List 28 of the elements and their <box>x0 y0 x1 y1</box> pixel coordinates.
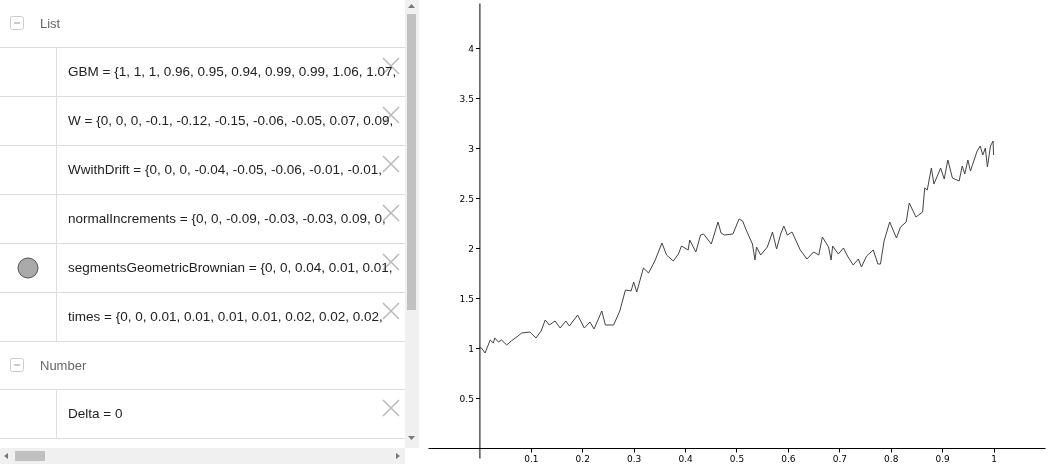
text: WwithDrift = {0, 0, 0, -0.04, -0.05, -0.06, -0.01, -0.01, <box>68 162 383 177</box>
x-tick-label: 0.6 <box>781 453 796 464</box>
text: W = {0, 0, 0, -0.1, -0.12, -0.15, -0.06, -0.05, 0.07, 0.09, <box>68 113 394 128</box>
text: segmentsGeometricBrownian = {0, 0, 0.04, 0.01, 0.01, <box>68 260 393 275</box>
y-tick-label: 3.5 <box>459 93 474 104</box>
x-tick-label: 0.5 <box>729 453 745 464</box>
x-tick-label: 0.8 <box>884 453 899 464</box>
x-tick-label: 0.3 <box>627 453 642 464</box>
x-tick-label: 0.1 <box>524 453 539 464</box>
x-tick-label: 1 <box>991 453 997 464</box>
line-series <box>478 140 995 354</box>
y-tick-label: 2.5 <box>459 193 474 204</box>
text: GBM = {1, 1, 1, 0.96, 0.95, 0.94, 0.99, 0.99, 1.06, 1.07, <box>68 64 397 79</box>
text: Delta = 0 <box>68 406 123 421</box>
x-tick-label: 0.9 <box>935 453 951 464</box>
y-tick-label: 3 <box>468 143 474 154</box>
x-tick-label: 0.2 <box>575 453 590 464</box>
text: times = {0, 0, 0.01, 0.01, 0.01, 0.01, 0.02, 0.02, 0.02, <box>68 309 383 324</box>
y-tick-label: 4 <box>468 43 475 54</box>
x-tick-label: 0.4 <box>678 453 694 464</box>
x-tick-label: 0.7 <box>832 453 847 464</box>
text: normalIncrements = {0, 0, -0.09, -0.03, -0.03, 0.09, 0, <box>68 211 386 226</box>
y-tick-label: 1.5 <box>459 293 474 304</box>
text: List <box>40 16 61 31</box>
y-tick-label: 2 <box>468 243 474 254</box>
text: Number <box>40 358 87 373</box>
y-tick-label: 0.5 <box>459 393 474 404</box>
y-tick-label: 1 <box>468 343 474 354</box>
